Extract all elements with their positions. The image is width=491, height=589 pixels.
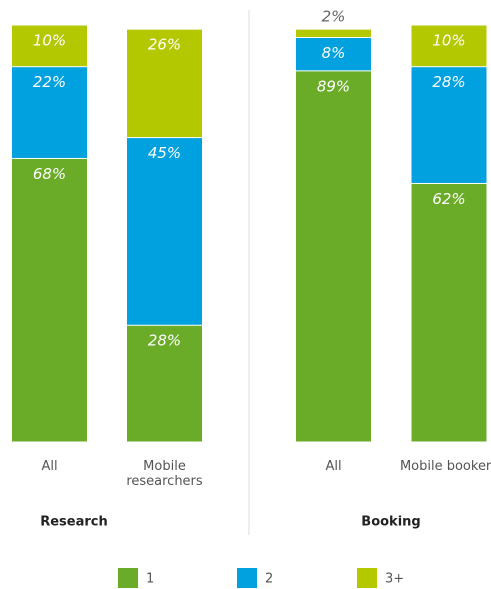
- data-label: 68%: [33, 165, 66, 183]
- x-tick-label: Mobile bookers: [399, 459, 491, 474]
- legend-label: 1: [146, 572, 154, 587]
- data-label: 62%: [432, 190, 465, 208]
- bar-segment: [127, 29, 202, 138]
- bar-segment: [296, 38, 371, 71]
- bar-segment: [127, 138, 202, 325]
- bar-segment: [12, 67, 87, 158]
- legend-swatch: [357, 568, 377, 588]
- data-label: 2%: [322, 8, 346, 26]
- bar-segment: [411, 67, 487, 183]
- data-label: 10%: [432, 32, 465, 50]
- x-tick-label: All: [41, 459, 58, 474]
- group-label: Booking: [361, 515, 420, 530]
- bar-segment: [296, 71, 371, 442]
- group-label: Research: [40, 515, 108, 530]
- legend-label: 3+: [385, 572, 404, 587]
- bar-segment: [12, 25, 87, 67]
- data-label: 89%: [317, 77, 350, 95]
- bar-segment: [411, 25, 487, 67]
- x-tick-label: All: [325, 459, 342, 474]
- data-label: 8%: [322, 44, 346, 62]
- bar-segment: [127, 325, 202, 442]
- legend-label: 2: [265, 572, 273, 587]
- legend-swatch: [118, 568, 138, 588]
- data-label: 28%: [148, 332, 181, 350]
- x-tick-label: Mobile researchers: [126, 459, 203, 489]
- bar-segment: [12, 158, 87, 442]
- legend-swatch: [237, 568, 257, 588]
- data-label: 26%: [148, 36, 181, 54]
- bar-segment: [411, 183, 487, 442]
- bar-segment: [296, 29, 371, 38]
- data-label: 28%: [432, 73, 465, 91]
- data-label: 22%: [33, 73, 66, 91]
- data-label: 10%: [33, 32, 66, 50]
- data-label: 45%: [148, 144, 181, 162]
